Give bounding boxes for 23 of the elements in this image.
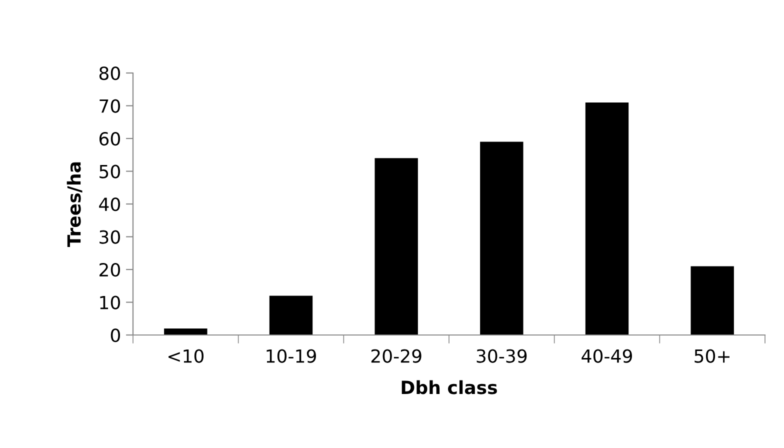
x-tick-label: 30-39 bbox=[476, 349, 527, 363]
x-tick-label: 10-19 bbox=[266, 349, 316, 363]
bar bbox=[690, 266, 734, 335]
y-tick-label: 50 bbox=[100, 164, 120, 178]
y-tick-label: 10 bbox=[100, 296, 120, 310]
x-axis-title: Dbh class bbox=[402, 380, 497, 394]
bar bbox=[585, 102, 629, 335]
y-tick-label: 60 bbox=[99, 132, 120, 146]
x-tick-label: <10 bbox=[168, 349, 204, 363]
y-tick-label: 80 bbox=[99, 66, 120, 80]
bar bbox=[164, 328, 208, 335]
bar bbox=[269, 296, 313, 335]
x-tick-label: 40-49 bbox=[582, 349, 632, 363]
bar bbox=[374, 158, 418, 335]
y-tick-label: 20 bbox=[100, 262, 120, 277]
y-tick-label: 0 bbox=[110, 328, 120, 342]
y-tick-label: 30 bbox=[100, 230, 120, 244]
x-tick-label: 50+ bbox=[694, 349, 730, 363]
x-tick-label: 20-29 bbox=[371, 349, 422, 363]
bar bbox=[480, 142, 524, 335]
y-tick-label: 70 bbox=[100, 99, 120, 113]
y-tick-label: 40 bbox=[99, 197, 120, 212]
y-axis-title: Trees/ha bbox=[66, 162, 82, 247]
